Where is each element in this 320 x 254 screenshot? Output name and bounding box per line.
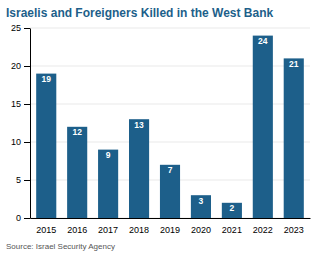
y-tick-mark — [24, 218, 30, 219]
plot: 0510152025201520162017201820192020202120… — [11, 23, 311, 235]
y-tick: 0 — [16, 213, 30, 223]
y-tick: 5 — [16, 175, 30, 185]
data-label: 9 — [106, 150, 111, 160]
y-axis: 0 5 10 15 20 25 — [11, 23, 31, 223]
data-label: 21 — [289, 59, 299, 69]
x-tick-label: 2015 — [36, 225, 56, 235]
x-tick-label: 2018 — [129, 225, 149, 235]
x-tick-label: 2021 — [222, 225, 242, 235]
y-tick-label: 0 — [16, 213, 21, 223]
bars — [36, 36, 304, 218]
data-label: 24 — [258, 36, 268, 46]
x-tick-label: 2020 — [191, 225, 211, 235]
x-axis-line — [31, 218, 311, 219]
y-tick-mark — [24, 180, 30, 181]
grid-line — [30, 28, 310, 29]
bar — [67, 127, 87, 218]
bar — [222, 203, 242, 218]
y-tick: 25 — [11, 23, 30, 33]
x-tick: 2015 — [36, 225, 56, 235]
source: Source: Israel Security Agency — [6, 242, 115, 251]
y-tick-mark — [24, 142, 30, 143]
bar — [36, 74, 56, 218]
data-label: 7 — [168, 165, 173, 175]
data-label: 3 — [199, 196, 204, 206]
y-tick-mark — [24, 28, 30, 29]
bar — [253, 36, 273, 218]
title: Israelis and Foreigners Killed in the We… — [6, 6, 274, 20]
y-tick-mark — [24, 66, 30, 67]
y-tick-mark — [24, 104, 30, 105]
x-tick: 2020 — [191, 225, 211, 235]
y-tick: 20 — [11, 61, 30, 71]
x-tick: 2017 — [98, 225, 118, 235]
x-tick: 2022 — [253, 225, 273, 235]
grid — [30, 28, 310, 218]
bar — [191, 195, 211, 218]
x-tick-label: 2022 — [253, 225, 273, 235]
x-tick: 2018 — [129, 225, 149, 235]
y-tick-label: 20 — [11, 61, 21, 71]
x-tick-label: 2016 — [67, 225, 87, 235]
bar — [129, 119, 149, 218]
y-tick-label: 5 — [16, 175, 21, 185]
y-tick-label: 15 — [11, 99, 21, 109]
bar — [98, 150, 118, 218]
bar — [160, 165, 180, 218]
x-tick: 2023 — [284, 225, 304, 235]
y-tick: 15 — [11, 99, 30, 109]
x-tick-label: 2017 — [98, 225, 118, 235]
data-label: 13 — [134, 120, 144, 130]
chart: 0510152025201520162017201820192020202120… — [0, 0, 320, 254]
data-labels: 19 12 9 13 7 3 2 24 21 — [42, 36, 299, 213]
data-label: 19 — [42, 74, 52, 84]
x-tick-label: 2023 — [284, 225, 304, 235]
y-axis-line — [30, 29, 31, 219]
y-tick: 10 — [11, 137, 30, 147]
x-tick-label: 2019 — [160, 225, 180, 235]
x-axis: 2015 2016 2017 2018 2019 2020 2021 2022 2023 — [31, 219, 311, 236]
x-tick: 2016 — [67, 225, 87, 235]
bar — [284, 58, 304, 218]
data-label: 12 — [72, 127, 82, 137]
x-tick: 2019 — [160, 225, 180, 235]
y-tick-label: 25 — [11, 23, 21, 33]
y-tick-label: 10 — [11, 137, 21, 147]
x-tick: 2021 — [222, 225, 242, 235]
data-label: 2 — [230, 203, 235, 213]
